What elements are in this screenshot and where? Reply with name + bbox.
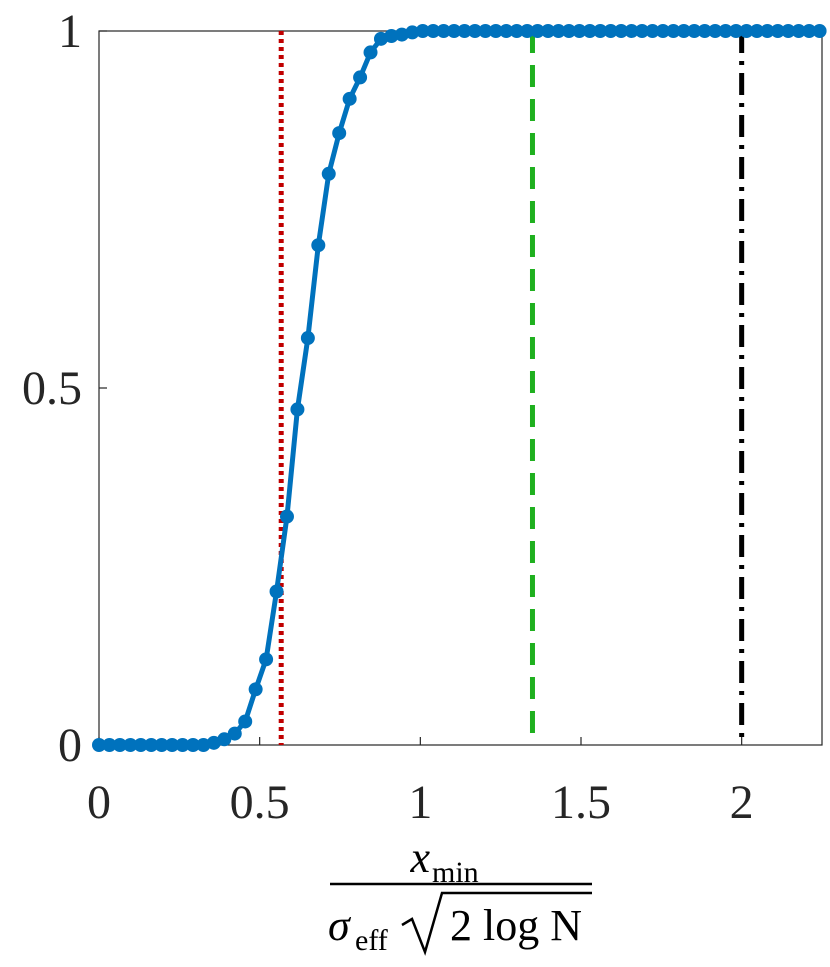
data-point <box>144 738 159 752</box>
data-point <box>624 24 639 38</box>
data-point <box>520 24 535 38</box>
data-point <box>645 24 660 38</box>
data-point <box>447 24 462 38</box>
data-point <box>530 24 545 38</box>
x-tick-label: 1.5 <box>551 776 611 829</box>
plot-area <box>98 30 823 746</box>
data-point <box>311 238 326 253</box>
data-point <box>123 738 138 752</box>
data-point <box>269 584 284 599</box>
data-point <box>781 24 796 38</box>
data-point <box>708 24 723 38</box>
data-point <box>353 70 368 85</box>
xlabel-numerator: x <box>409 833 430 882</box>
data-point <box>217 732 232 747</box>
data-point <box>687 24 702 38</box>
xlabel-denominator-sub: eff <box>355 924 388 957</box>
data-point <box>300 331 315 346</box>
data-point <box>509 24 524 38</box>
data-point <box>133 738 148 752</box>
data-point <box>238 714 253 729</box>
data-point <box>92 738 106 752</box>
data-point <box>321 166 336 181</box>
data-point <box>488 24 503 38</box>
y-tick-label: 0 <box>58 719 82 772</box>
data-point <box>541 24 556 38</box>
xlabel-denominator: σ <box>328 901 352 950</box>
y-tick-label: 0.5 <box>22 362 82 415</box>
data-point <box>467 24 482 38</box>
data-point <box>279 509 294 524</box>
data-point <box>791 24 806 38</box>
data-point <box>175 738 190 752</box>
data-point <box>457 24 472 38</box>
data-point <box>102 738 117 752</box>
data-point <box>572 24 587 38</box>
data-point <box>227 726 242 741</box>
data-point <box>676 24 691 38</box>
data-point <box>426 24 441 38</box>
data-point <box>812 24 827 38</box>
data-point <box>342 91 357 106</box>
data-point <box>363 45 378 60</box>
data-point <box>697 24 712 38</box>
data-point <box>729 24 744 38</box>
data-point <box>405 25 420 40</box>
data-point <box>165 738 180 752</box>
data-point <box>248 682 263 697</box>
data-point <box>770 24 785 38</box>
data-point <box>478 24 493 38</box>
data-point <box>384 28 399 43</box>
data-point <box>614 24 629 38</box>
data-point <box>718 24 733 38</box>
x-tick-label: 1 <box>408 776 432 829</box>
x-tick-label: 0.5 <box>230 776 290 829</box>
data-point <box>436 24 451 38</box>
data-point <box>196 738 211 752</box>
data-line <box>99 28 820 748</box>
data-point <box>749 24 764 38</box>
y-tick-label: 1 <box>58 5 82 58</box>
data-point <box>154 738 169 752</box>
x-tick-label: 2 <box>730 776 754 829</box>
data-point <box>582 24 597 38</box>
data-point <box>112 738 127 752</box>
data-point <box>499 24 514 38</box>
data-point <box>802 24 817 38</box>
data-point <box>603 24 618 38</box>
data-point <box>593 24 608 38</box>
x-tick-label: 0 <box>87 776 111 829</box>
data-point <box>551 24 566 38</box>
data-point <box>290 402 305 417</box>
data-point <box>332 126 347 141</box>
data-point <box>561 24 576 38</box>
xlabel-radicand: 2 log N <box>450 901 582 950</box>
data-point <box>415 24 430 38</box>
data-point <box>739 24 754 38</box>
data-point <box>760 24 775 38</box>
data-point <box>655 24 670 38</box>
data-point <box>635 24 650 38</box>
data-point <box>259 652 274 667</box>
data-point <box>666 24 681 38</box>
data-point <box>394 27 409 42</box>
sqrt-sign <box>401 891 592 956</box>
data-point <box>185 738 200 752</box>
